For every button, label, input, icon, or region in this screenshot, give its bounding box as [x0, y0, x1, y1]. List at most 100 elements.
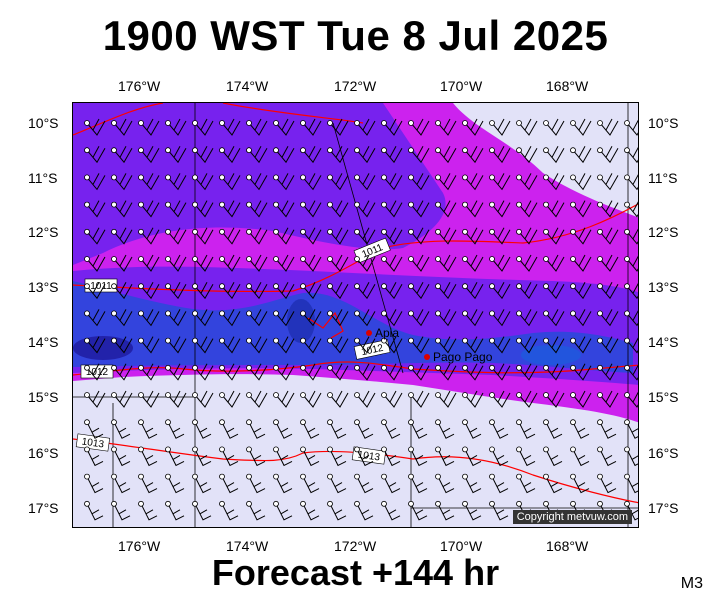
rain-core	[521, 345, 581, 365]
wind-barb	[408, 145, 430, 164]
wind-barb	[84, 118, 106, 136]
wind-barb	[84, 309, 106, 327]
wind-barb	[165, 281, 187, 300]
wind-barb	[246, 473, 266, 494]
wind-barb	[273, 309, 295, 327]
wind-barb	[516, 419, 536, 439]
wind-barb	[543, 227, 565, 245]
wind-barb	[354, 254, 376, 272]
svg-text:1012: 1012	[86, 367, 109, 378]
wind-barb	[165, 200, 187, 218]
wind-barb	[300, 227, 322, 245]
wind-barb	[192, 145, 214, 164]
wind-barb	[111, 309, 133, 327]
wind-barb	[462, 200, 484, 218]
lat-label-left: 16°S	[28, 445, 59, 461]
wind-barb	[327, 419, 347, 439]
wind-barb	[516, 145, 538, 164]
wind-barb	[111, 173, 133, 191]
wind-barb	[273, 254, 295, 272]
place-pago-pago: Pago Pago	[424, 350, 493, 364]
wind-barb	[381, 446, 401, 467]
wind-barb	[273, 446, 293, 467]
wind-barb	[489, 446, 509, 467]
wind-barb	[624, 146, 638, 164]
wind-barb	[462, 419, 482, 439]
wind-barb	[165, 363, 187, 381]
wind-barb	[462, 281, 484, 300]
wind-barb	[570, 200, 592, 218]
wind-barb	[354, 200, 376, 218]
wind-barb	[327, 173, 349, 191]
lon-label-top: 172°W	[334, 78, 377, 94]
wind-barb	[165, 309, 187, 327]
wind-barb	[624, 391, 638, 408]
wind-barb	[435, 363, 457, 381]
wind-barb	[327, 390, 349, 408]
wind-barb	[462, 227, 484, 245]
wind-barb	[327, 336, 349, 354]
wind-barb	[273, 363, 295, 381]
wind-barb	[597, 173, 619, 191]
wind-barb	[273, 145, 295, 164]
wind-barb	[381, 500, 401, 521]
lon-label-bottom: 168°W	[546, 538, 589, 554]
wind-barb	[516, 173, 538, 191]
wind-barb	[300, 336, 322, 354]
wind-barb	[165, 500, 185, 521]
lon-label-top: 168°W	[546, 78, 589, 94]
wind-barb	[516, 227, 538, 245]
lat-label-right: 17°S	[648, 500, 679, 516]
wind-barb	[84, 254, 106, 272]
lat-label-left: 11°S	[28, 170, 58, 186]
place-marker	[366, 330, 372, 336]
wind-barb	[624, 282, 638, 300]
wind-barb	[354, 419, 374, 439]
place-apia: Apia	[366, 326, 399, 340]
wind-barb	[273, 118, 295, 136]
wind-barb	[300, 419, 320, 439]
wind-barb	[192, 500, 212, 521]
wind-barb	[327, 500, 347, 521]
wind-barb	[246, 336, 268, 354]
wind-barb	[300, 363, 322, 381]
wind-barb	[624, 337, 638, 354]
wind-barb	[516, 336, 538, 354]
wind-barb	[327, 281, 349, 300]
wind-barb	[300, 145, 322, 164]
wind-barb	[462, 309, 484, 327]
lon-label-top: 176°W	[118, 78, 161, 94]
wind-barb	[381, 145, 403, 164]
wind-barb	[219, 309, 241, 327]
wind-barb	[381, 118, 403, 136]
wind-barb	[327, 473, 347, 494]
wind-barb	[462, 173, 484, 191]
wind-barb	[462, 145, 484, 164]
wind-barb	[165, 390, 187, 408]
wind-barb	[111, 419, 131, 439]
wind-barb	[516, 281, 538, 300]
wind-barb	[165, 227, 187, 245]
wind-barb	[381, 473, 401, 494]
wind-barb	[597, 446, 617, 467]
wind-barb	[327, 254, 349, 272]
wind-barb	[138, 309, 160, 327]
wind-barb	[354, 145, 376, 164]
wind-barb	[246, 227, 268, 245]
copyright-badge: Copyright metvuw.com	[512, 510, 632, 524]
wind-barb	[192, 254, 214, 272]
wind-barb	[489, 363, 511, 381]
wind-barb	[246, 254, 268, 272]
wind-barb	[354, 173, 376, 191]
wind-barb	[111, 500, 131, 521]
wind-barb	[435, 473, 455, 494]
wind-barb	[273, 173, 295, 191]
wind-barb	[516, 309, 538, 327]
wind-barb	[624, 473, 638, 494]
wind-barb	[624, 119, 638, 136]
wind-barb	[300, 390, 322, 408]
wind-barb	[597, 336, 619, 354]
wind-barb	[408, 336, 430, 354]
wind-barb	[489, 473, 509, 494]
wind-barb	[111, 200, 133, 218]
